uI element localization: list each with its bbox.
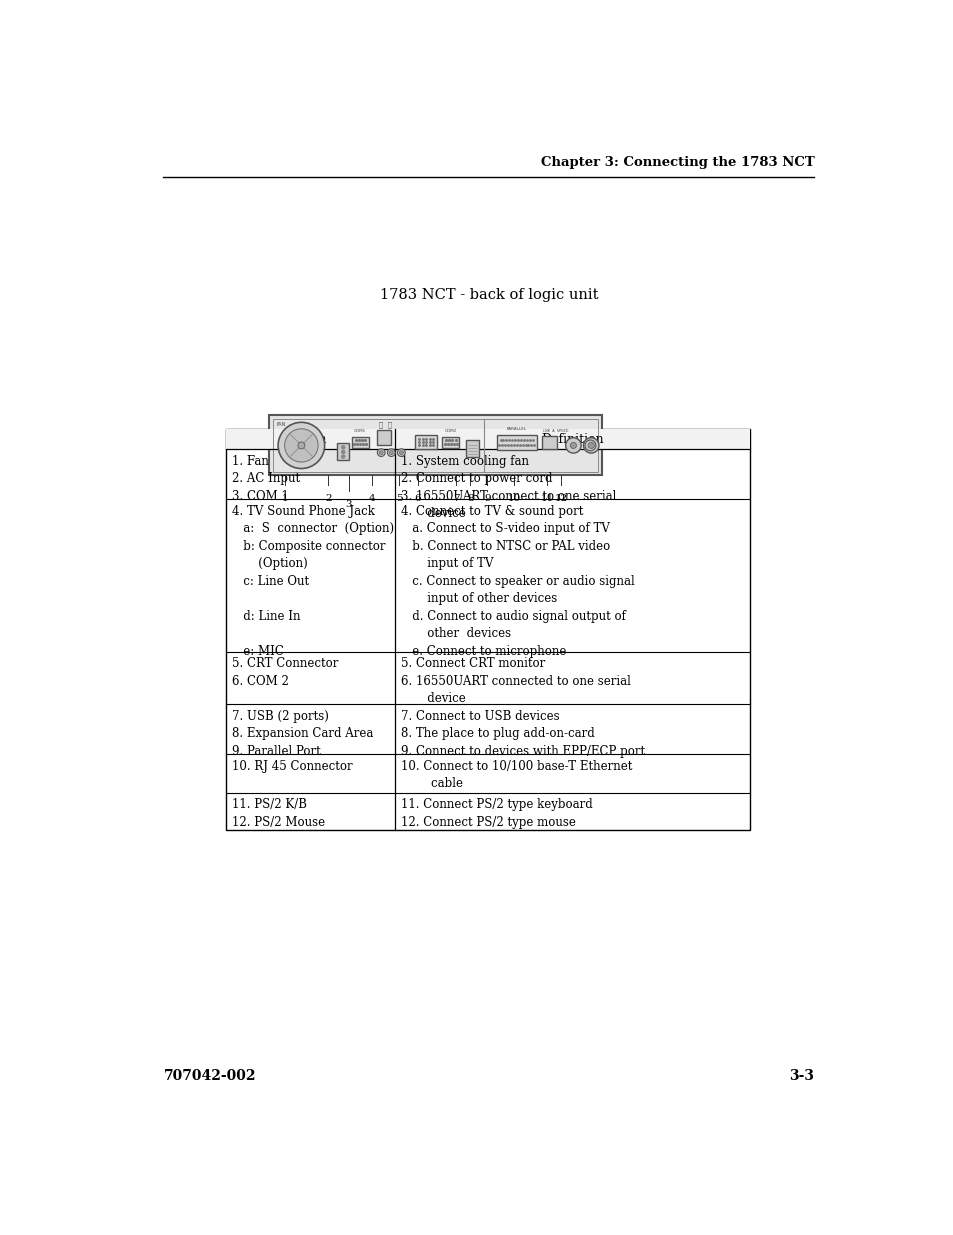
- Text: 10. RJ 45 Connector: 10. RJ 45 Connector: [232, 760, 352, 773]
- Text: 4. TV Sound Phone Jack
   a:  S  connector  (Option)
   b: Composite connector
 : 4. TV Sound Phone Jack a: S connector (O…: [232, 505, 394, 658]
- Circle shape: [587, 442, 594, 448]
- Circle shape: [341, 446, 344, 448]
- Circle shape: [387, 448, 395, 457]
- Text: 3: 3: [345, 500, 352, 509]
- Text: 11. Connect PS/2 type keyboard
12. Connect PS/2 type mouse: 11. Connect PS/2 type keyboard 12. Conne…: [400, 798, 592, 829]
- Text: 11: 11: [539, 494, 553, 503]
- Bar: [273, 419, 598, 472]
- Text: 5. CRT Connector
6. COM 2: 5. CRT Connector 6. COM 2: [232, 657, 337, 688]
- Text: PARALLEL: PARALLEL: [506, 427, 526, 431]
- Text: 12: 12: [554, 494, 567, 503]
- Circle shape: [377, 448, 385, 457]
- Circle shape: [584, 440, 596, 451]
- Circle shape: [297, 442, 305, 448]
- Bar: [226, 430, 749, 450]
- Text: COM1: COM1: [354, 430, 366, 433]
- Text: 6: 6: [414, 494, 420, 503]
- Text: 1783 NCT - back of logic unit: 1783 NCT - back of logic unit: [379, 288, 598, 301]
- Bar: [377, 430, 391, 446]
- Circle shape: [284, 429, 317, 462]
- Text: 7. USB (2 ports)
8. Expansion Card Area
9. Parallel Port: 7. USB (2 ports) 8. Expansion Card Area …: [232, 710, 373, 757]
- Text: 1: 1: [281, 494, 288, 503]
- Circle shape: [570, 442, 576, 448]
- Bar: [226, 430, 749, 830]
- Bar: [269, 415, 601, 475]
- Text: 8: 8: [467, 494, 473, 503]
- Circle shape: [341, 454, 344, 458]
- Circle shape: [397, 448, 405, 457]
- Bar: [541, 436, 557, 450]
- Circle shape: [341, 451, 344, 453]
- Circle shape: [565, 437, 580, 453]
- Text: 5. Connect CRT monitor
6. 16550UART connected to one serial
       device: 5. Connect CRT monitor 6. 16550UART conn…: [400, 657, 630, 705]
- Text: COM2: COM2: [444, 430, 456, 433]
- Circle shape: [379, 451, 383, 454]
- Text: Definition: Definition: [540, 432, 603, 446]
- Text: 11. PS/2 K/B
12. PS/2 Mouse: 11. PS/2 K/B 12. PS/2 Mouse: [232, 798, 324, 829]
- Text: FAN: FAN: [276, 421, 286, 426]
- Text: 7. Connect to USB devices
8. The place to plug add-on-card
9. Connect to devices: 7. Connect to USB devices 8. The place t…: [400, 710, 644, 757]
- Text: 10. Connect to 10/100 base-T Ethernet
        cable: 10. Connect to 10/100 base-T Ethernet ca…: [400, 760, 631, 790]
- Text: 1. Fan
2. AC Input
3. COM 1: 1. Fan 2. AC Input 3. COM 1: [232, 454, 299, 503]
- Text: 707042-002: 707042-002: [163, 1070, 255, 1083]
- Circle shape: [583, 437, 598, 453]
- Text: 4. Connect to TV & sound port
   a. Connect to S-video input of TV
   b. Connect: 4. Connect to TV & sound port a. Connect…: [400, 505, 634, 658]
- Text: Term: Term: [294, 432, 327, 446]
- Text: Chapter 3: Connecting the 1783 NCT: Chapter 3: Connecting the 1783 NCT: [540, 156, 814, 169]
- Text: 1. System cooling fan
2. Connect to power cord
3. 16550UART connect to one seria: 1. System cooling fan 2. Connect to powe…: [400, 454, 616, 520]
- Circle shape: [389, 451, 393, 454]
- Text: 10: 10: [507, 494, 520, 503]
- Text: 7: 7: [453, 494, 459, 503]
- Bar: [497, 435, 537, 450]
- Text: ⓐ  ⓑ: ⓐ ⓑ: [378, 421, 391, 429]
- Text: LNK  A  SPEED: LNK A SPEED: [542, 429, 568, 432]
- Circle shape: [399, 451, 403, 454]
- Text: 3-3: 3-3: [788, 1070, 814, 1083]
- Bar: [352, 437, 369, 448]
- Text: 5: 5: [395, 494, 402, 503]
- Text: 2: 2: [325, 494, 332, 503]
- Text: 9: 9: [483, 494, 490, 503]
- Bar: [442, 437, 459, 448]
- Circle shape: [278, 422, 324, 468]
- Bar: [336, 443, 349, 461]
- Text: 4: 4: [368, 494, 375, 503]
- Bar: [415, 436, 436, 450]
- Bar: [466, 441, 478, 457]
